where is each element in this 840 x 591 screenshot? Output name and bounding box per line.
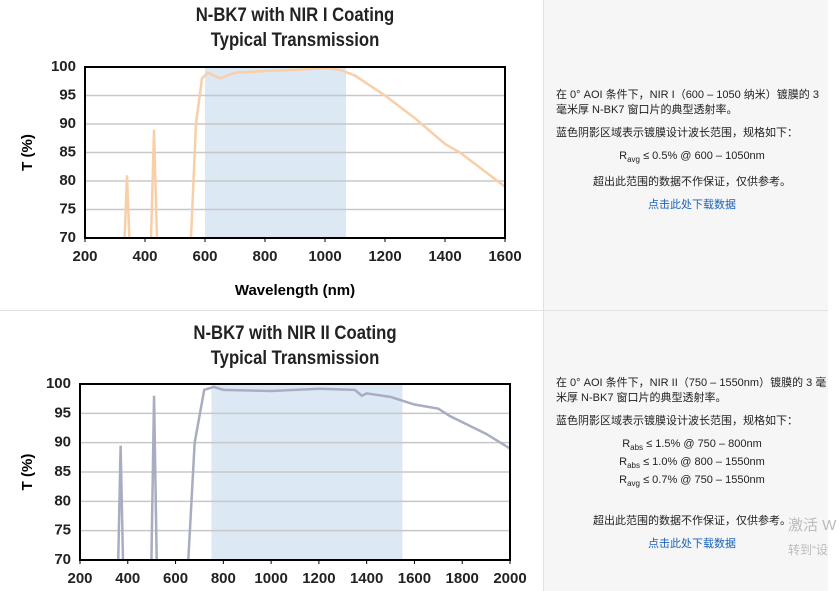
- x-tick-label: 1400: [350, 570, 383, 587]
- spec-text: ≤ 1.0% @ 800 – 1550nm: [643, 456, 765, 469]
- x-tick-label: 400: [115, 570, 140, 587]
- data-line: [123, 67, 505, 238]
- spec-text: ≤ 0.7% @ 750 – 1550nm: [643, 474, 765, 487]
- disclaimer: 超出此范围的数据不作保证，仅供参考。: [593, 514, 791, 527]
- y-tick-label: 80: [59, 172, 76, 189]
- x-tick-label: 1200: [302, 570, 335, 587]
- chart-subtitle: Typical Transmission: [211, 29, 380, 50]
- spec-symbol: R: [619, 150, 628, 162]
- chart-title: N-BK7 with NIR I Coating: [196, 4, 395, 25]
- x-tick-label: 1200: [368, 248, 401, 265]
- x-tick-label: 1400: [428, 248, 461, 265]
- chart-subtitle: Typical Transmission: [211, 347, 380, 368]
- panel-body: 在 0° AOI 条件下，NIR I（600 – 1050 纳米）镀膜的 3 毫…: [556, 88, 828, 213]
- panel: 在 0° AOI 条件下，NIR I（600 – 1050 纳米）镀膜的 3 毫…: [543, 0, 828, 311]
- y-tick-label: 75: [54, 522, 71, 539]
- y-tick-label: 90: [54, 434, 71, 451]
- x-tick-label: 800: [252, 248, 277, 265]
- plot-frame: [79, 383, 511, 561]
- spec-symbol: R: [619, 474, 628, 487]
- spec-text: ≤ 1.5% @ 750 – 800nm: [646, 438, 762, 450]
- plot-frame: [84, 66, 506, 239]
- note: 蓝色阴影区域表示镀膜设计波长范围，规格如下：: [556, 415, 798, 427]
- x-tick-label: 1600: [398, 570, 431, 587]
- spec-symbol: R: [619, 456, 628, 469]
- panel-body: 在 0° AOI 条件下，NIR II（750 – 1550nm）镀膜的 3 毫…: [556, 376, 828, 552]
- spec-line: Rabs ≤ 1.0% @ 800 – 1550nm: [556, 455, 828, 473]
- data-line: [116, 385, 510, 560]
- y-tick-label: 95: [54, 404, 71, 421]
- y-tick-label: 85: [54, 463, 71, 480]
- x-tick-label: 800: [211, 570, 236, 587]
- charts: N-BK7 with NIR I Coating Typical Transmis…: [19, 4, 527, 587]
- description: 在 0° AOI 条件下，NIR II（750 – 1550nm）镀膜的 3 毫…: [556, 377, 827, 404]
- y-tick-label: 70: [59, 229, 76, 246]
- specs: Rabs ≤ 1.5% @ 750 – 800nm Rabs ≤ 1.0% @ 8…: [556, 437, 828, 492]
- specs: Ravg ≤ 0.5% @ 600 – 1050nm: [556, 149, 828, 167]
- spec-text: ≤ 0.5% @ 600 – 1050nm: [643, 150, 765, 162]
- x-axis-label: Wavelength (nm): [235, 282, 355, 299]
- y-tick-label: 95: [59, 86, 76, 103]
- y-tick-label: 70: [54, 551, 71, 568]
- x-tick-label: 2000: [493, 570, 526, 587]
- spec-line: Ravg ≤ 0.7% @ 750 – 1550nm: [556, 473, 828, 491]
- note: 蓝色阴影区域表示镀膜设计波长范围，规格如下：: [556, 127, 798, 139]
- y-tick-label: 90: [59, 115, 76, 132]
- disclaimer: 超出此范围的数据不作保证，仅供参考。: [593, 176, 791, 189]
- y-axis-label: T (%): [19, 454, 36, 491]
- y-tick-label: 75: [59, 200, 76, 217]
- x-tick-label: 600: [163, 570, 188, 587]
- x-tick-label: 1800: [446, 570, 479, 587]
- chart-title: N-BK7 with NIR II Coating: [193, 322, 396, 343]
- download-link[interactable]: 点击此处下载数据: [648, 199, 736, 212]
- y-tick-label: 80: [54, 492, 71, 509]
- x-tick-label: 200: [72, 248, 97, 265]
- x-tick-label: 600: [192, 248, 217, 265]
- spec-sub: avg: [627, 479, 640, 489]
- x-tick-label: 400: [132, 248, 157, 265]
- spec-sub: abs: [627, 461, 640, 471]
- y-tick-label: 100: [46, 375, 71, 392]
- y-axis-label: T (%): [19, 134, 36, 171]
- divider: [0, 310, 543, 311]
- x-tick-label: 1000: [308, 248, 341, 265]
- spec-sub: avg: [627, 155, 640, 165]
- download-link[interactable]: 点击此处下载数据: [648, 537, 736, 550]
- spec-line: Rabs ≤ 1.5% @ 750 – 800nm: [556, 437, 828, 455]
- spec-sub: abs: [630, 443, 644, 453]
- spec-symbol: R: [622, 438, 631, 450]
- spec-line: Ravg ≤ 0.5% @ 600 – 1050nm: [556, 149, 828, 167]
- x-tick-label: 200: [67, 570, 92, 587]
- x-tick-label: 1000: [254, 570, 287, 587]
- y-tick-label: 85: [59, 143, 76, 160]
- description: 在 0° AOI 条件下，NIR I（600 – 1050 纳米）镀膜的 3 毫…: [556, 89, 819, 116]
- watermark: 转到“设: [788, 543, 828, 557]
- watermark: 激活 W: [788, 517, 837, 534]
- y-tick-label: 100: [51, 58, 76, 75]
- panel: 在 0° AOI 条件下，NIR II（750 – 1550nm）镀膜的 3 毫…: [543, 311, 828, 591]
- x-tick-label: 1600: [488, 248, 521, 265]
